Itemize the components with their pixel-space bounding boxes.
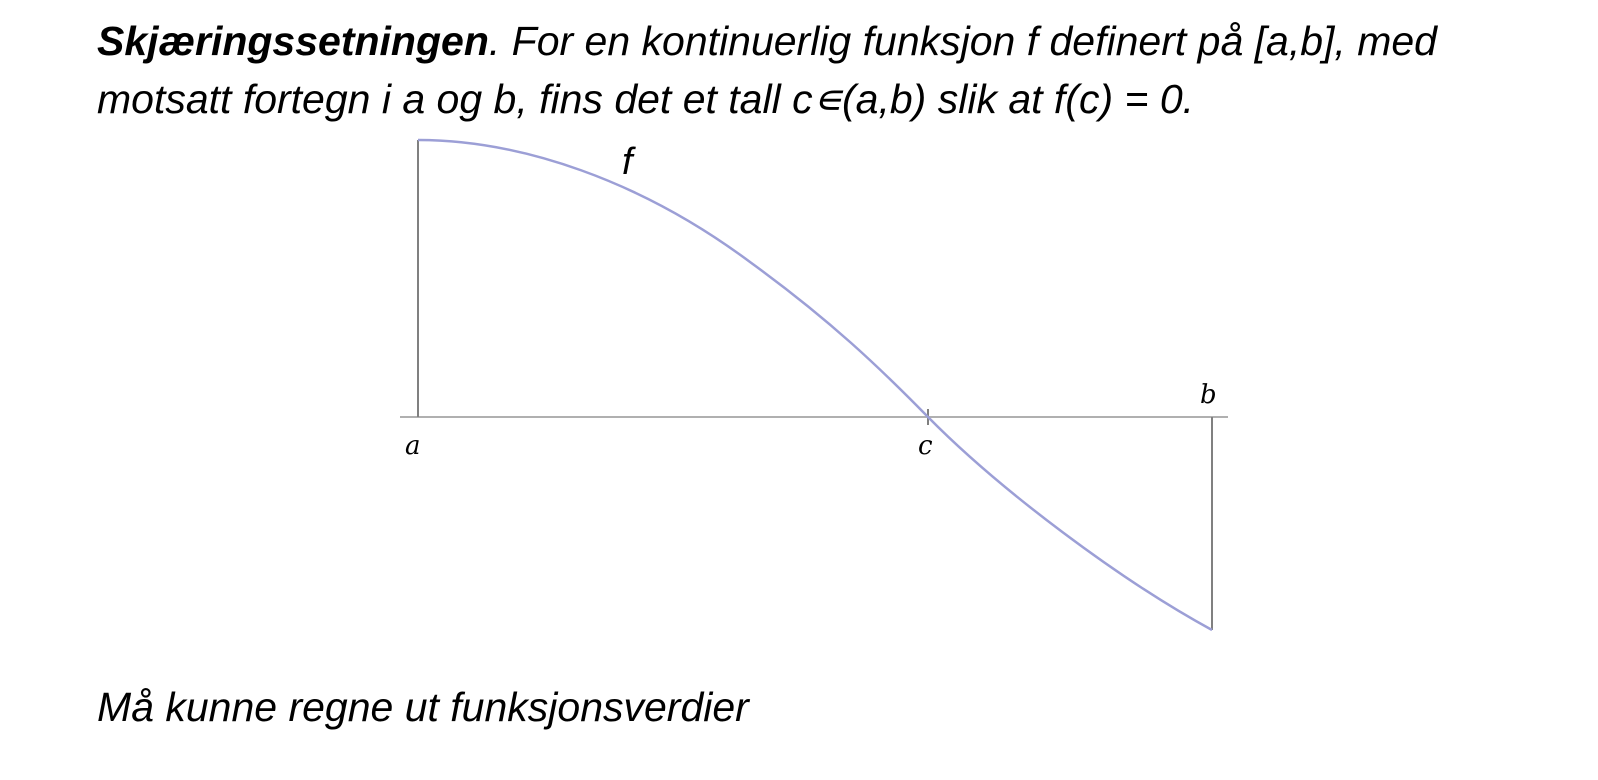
point-label-a: a xyxy=(405,431,421,461)
point-label-b: b xyxy=(1200,380,1217,410)
theorem-name: Skjæringssetningen xyxy=(97,18,489,64)
function-curve xyxy=(417,138,1213,632)
theorem-statement: Skjæringssetningen. For en kontinuerlig … xyxy=(97,12,1577,128)
point-label-c: c xyxy=(918,431,933,461)
note-text: Må kunne regne ut funksjonsverdier xyxy=(97,684,749,730)
curve-label-f: f xyxy=(622,141,636,183)
theorem-text: . For en kontinuerlig funksjon f definer… xyxy=(97,18,1437,122)
